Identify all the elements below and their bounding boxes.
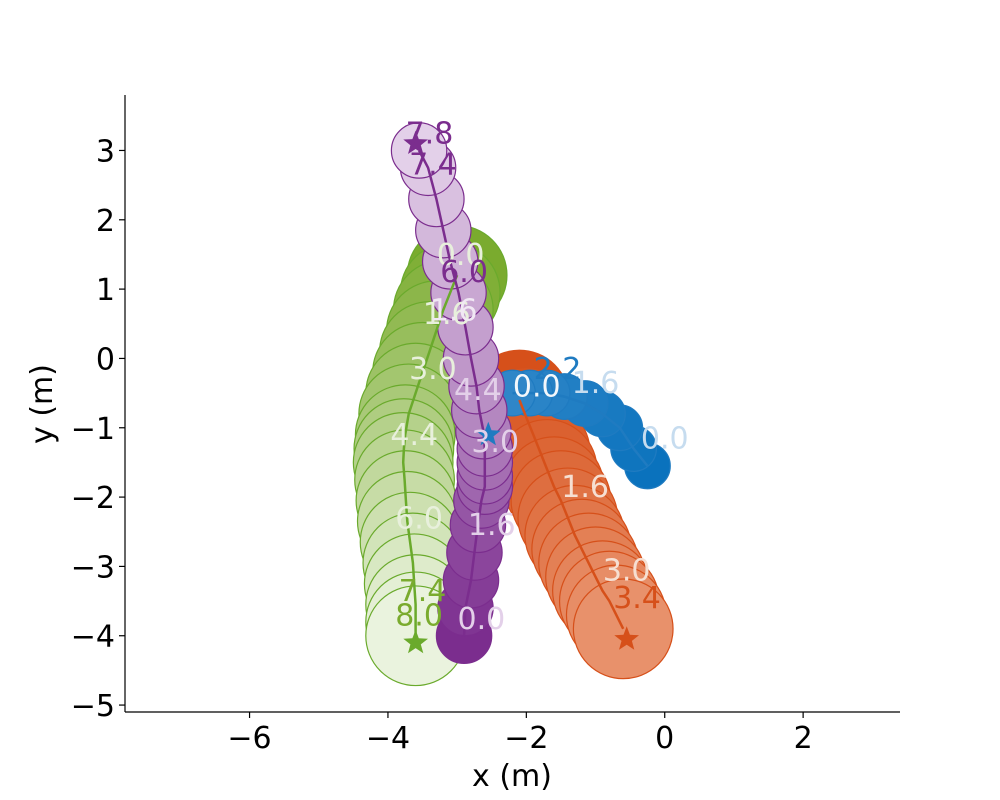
y-tick-label: 1	[96, 273, 115, 308]
x-tick-label: −4	[366, 721, 410, 756]
x-tick-label: 2	[794, 721, 813, 756]
x-tick-label: −6	[227, 721, 271, 756]
time-label: 1.6	[468, 508, 516, 543]
time-label: 4.4	[454, 373, 502, 408]
footprint-circle	[572, 578, 674, 680]
time-label: 4.4	[390, 418, 438, 453]
y-tick-label: −1	[71, 412, 115, 447]
time-labels: 0.01.63.04.46.07.48.01.63.03.40.01.62.20…	[390, 117, 688, 637]
goal-star-icon	[403, 130, 428, 154]
trajectory-line	[518, 399, 625, 630]
trajectory-line	[512, 391, 649, 467]
time-label: 3.0	[471, 425, 519, 460]
y-tick-label: −3	[71, 550, 115, 585]
time-label: 0.0	[458, 602, 506, 637]
x-tick-label: 0	[655, 721, 674, 756]
trajectory-line	[401, 274, 459, 636]
y-tick-label: −4	[71, 620, 115, 655]
y-tick-label: −2	[71, 481, 115, 516]
time-label: 3.0	[409, 352, 457, 387]
time-label: 0.0	[641, 422, 689, 457]
x-axis-title: x (m)	[472, 759, 552, 794]
time-label: 0.0	[513, 370, 561, 405]
axes: −6 −4 −2 0 2 −5 −4 −3 −2 −1 0 1 2 3	[71, 95, 900, 756]
x-tick-label: −2	[504, 721, 548, 756]
y-tick-label: 0	[96, 342, 115, 377]
time-label: 8.0	[395, 598, 443, 633]
y-axis-title: y (m)	[25, 364, 60, 444]
y-tick-label: 3	[96, 134, 115, 169]
time-label: 3.4	[613, 581, 661, 616]
time-label: 7.4	[399, 574, 447, 609]
time-label: 3.0	[603, 553, 651, 588]
time-label: 1.6	[423, 297, 471, 332]
time-label: 0.0	[437, 238, 485, 273]
time-label: 1.6	[561, 470, 609, 505]
time-label: 7.4	[409, 148, 457, 183]
goal-markers	[403, 130, 639, 654]
time-label: 6.0	[440, 255, 488, 290]
y-tick-label: −5	[71, 689, 115, 724]
time-label: 6.0	[395, 501, 443, 536]
time-label: 1.6	[430, 293, 478, 328]
goal-star-icon	[475, 421, 501, 446]
goal-star-icon	[403, 629, 428, 654]
y-tick-label: 2	[96, 204, 115, 239]
time-label: 7.8	[406, 117, 454, 152]
goal-star-icon	[614, 626, 639, 650]
time-label: 2.2	[534, 352, 582, 387]
time-label: 1.6	[572, 366, 620, 401]
